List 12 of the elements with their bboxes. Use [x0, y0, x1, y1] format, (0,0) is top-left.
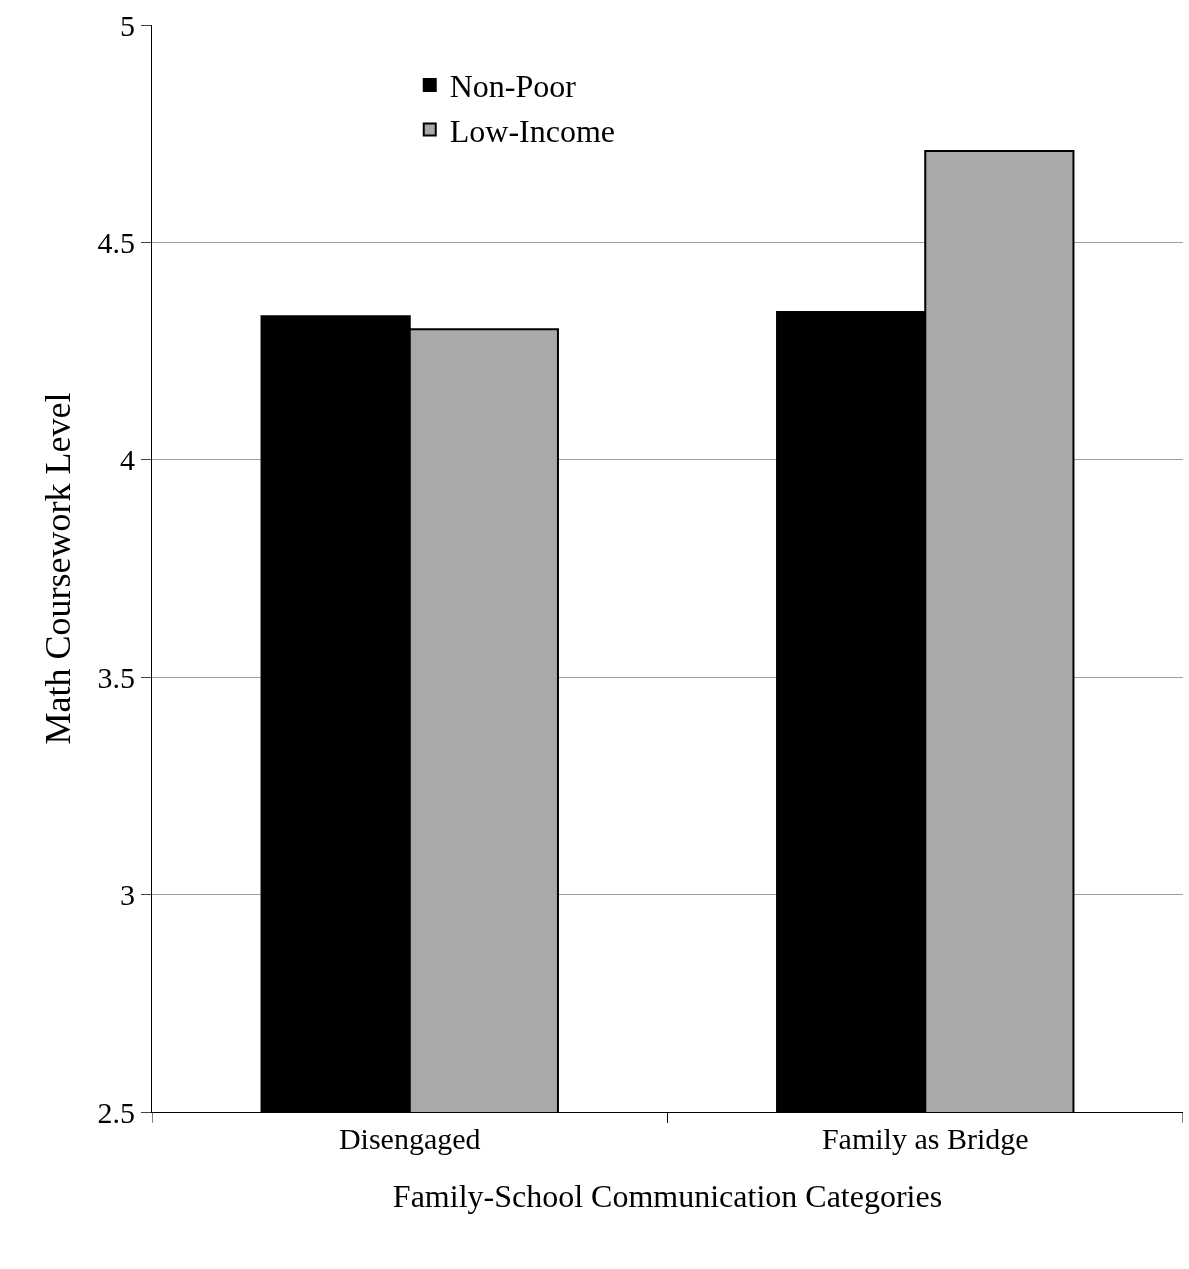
y-tick-label: 4.5 [97, 225, 135, 259]
x-axis-title: Family-School Communication Categories [392, 1177, 943, 1214]
y-tick-label: 3 [120, 878, 135, 912]
x-tick-label: Family as Bridge [821, 1122, 1029, 1155]
y-tick-label: 2.5 [97, 1095, 135, 1129]
y-axis-title: Math Coursework Level [38, 392, 79, 745]
y-tick-label: 4 [120, 443, 135, 477]
x-tick-label: Disengaged [338, 1122, 481, 1155]
legend-label: Non-Poor [449, 68, 577, 105]
y-tick-label: 5 [120, 8, 135, 42]
y-tick-label: 3.5 [97, 660, 135, 694]
legend-label: Low-Income [449, 112, 616, 149]
